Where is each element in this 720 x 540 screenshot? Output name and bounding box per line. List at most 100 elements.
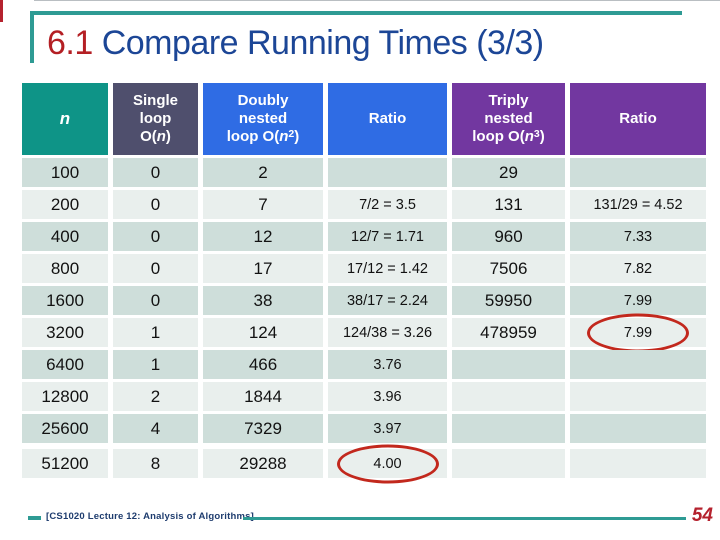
cell-ratio2: 7/2 = 3.5	[328, 190, 447, 219]
cell-doubly: 29288	[203, 449, 323, 478]
header-cell-ratio-n3: Ratio	[570, 83, 706, 155]
cell-n: 800	[22, 254, 108, 283]
cell-triply: 59950	[452, 286, 565, 315]
cell-single: 8	[113, 449, 198, 478]
header-cell-n: n	[22, 83, 108, 155]
header-cell-single-loop: Single loop O(n)	[113, 83, 198, 155]
table-row: 12800 2 1844 3.96	[22, 382, 706, 411]
cell-triply	[452, 449, 565, 478]
cell-triply	[452, 350, 565, 379]
slide-edge-artifact	[0, 0, 3, 22]
cell-single: 0	[113, 254, 198, 283]
table-row: 6400 1 466 3.76	[22, 350, 706, 379]
cell-doubly: 1844	[203, 382, 323, 411]
header-line: nested	[484, 109, 533, 127]
cell-ratio3	[570, 382, 706, 411]
cell-doubly: 124	[203, 318, 323, 347]
cell-triply	[452, 414, 565, 443]
table-row: 100 0 2 29	[22, 158, 706, 187]
cell-n: 12800	[22, 382, 108, 411]
cell-ratio3	[570, 350, 706, 379]
cell-ratio2	[328, 158, 447, 187]
table-row: 25600 4 7329 3.97	[22, 414, 706, 443]
cell-n: 400	[22, 222, 108, 251]
header-formula: O(n)	[140, 128, 171, 146]
footer-course-label: [CS1020 Lecture 12: Analysis of Algorith…	[46, 511, 254, 522]
cell-ratio3: 7.33	[570, 222, 706, 251]
header-line: Single	[132, 91, 178, 109]
cell-doubly: 466	[203, 350, 323, 379]
table-row: 51200 8 29288 4.00	[22, 444, 706, 483]
cell-ratio2: 3.96	[328, 382, 447, 411]
page-number: 54	[691, 505, 713, 526]
cell-single: 0	[113, 190, 198, 219]
cell-ratio2: 4.00	[328, 444, 447, 483]
cell-ratio2: 3.76	[328, 350, 447, 379]
cell-n: 3200	[22, 318, 108, 347]
header-cell-ratio-n2: Ratio	[328, 83, 447, 155]
cell-single: 0	[113, 222, 198, 251]
cell-ratio2: 38/17 = 2.24	[328, 286, 447, 315]
top-hairline	[34, 0, 720, 1]
header-line: Doubly	[237, 91, 289, 109]
table-header-row: n Single loop O(n) Doubly nested loop O(…	[22, 83, 706, 155]
cell-ratio3: 7.99	[570, 286, 706, 315]
header-cell-triply-nested: Triply nested loop O(n3)	[452, 83, 565, 155]
cell-doubly: 7329	[203, 414, 323, 443]
cell-doubly: 38	[203, 286, 323, 315]
cell-ratio3	[570, 158, 706, 187]
table-row: 200 0 7 7/2 = 3.5 131 131/29 = 4.52	[22, 190, 706, 219]
table-row: 800 0 17 17/12 = 1.42 7506 7.82	[22, 254, 706, 283]
cell-ratio2: 3.97	[328, 414, 447, 443]
table-row: 400 0 12 12/7 = 1.71 960 7.33	[22, 222, 706, 251]
header-line: Ratio	[368, 109, 407, 127]
header-formula: loop O(n3)	[472, 128, 545, 146]
cell-n: 25600	[22, 414, 108, 443]
cell-doubly: 12	[203, 222, 323, 251]
cell-ratio2: 12/7 = 1.71	[328, 222, 447, 251]
title-rule-horizontal	[30, 11, 682, 15]
cell-ratio3	[570, 449, 706, 478]
cell-single: 1	[113, 318, 198, 347]
table-row: 1600 0 38 38/17 = 2.24 59950 7.99	[22, 286, 706, 315]
cell-ratio3	[570, 414, 706, 443]
cell-ratio3: 7.82	[570, 254, 706, 283]
header-line: nested	[238, 109, 288, 127]
header-formula: loop O(n2)	[226, 128, 300, 146]
cell-ratio2: 17/12 = 1.42	[328, 254, 447, 283]
cell-single: 0	[113, 158, 198, 187]
page-title: 6.1 Compare Running Times (3/3)	[47, 24, 544, 63]
cell-n: 1600	[22, 286, 108, 315]
cell-ratio2: 124/38 = 3.26	[328, 318, 447, 347]
cell-triply	[452, 382, 565, 411]
cell-triply: 478959	[452, 318, 565, 347]
header-line: loop	[139, 109, 172, 127]
footer-rule	[243, 517, 686, 520]
footer-dash	[28, 516, 41, 520]
title-rule-vertical	[30, 11, 34, 63]
cell-n: 6400	[22, 350, 108, 379]
cell-triply: 960	[452, 222, 565, 251]
title-section-number: 6.1	[47, 24, 93, 62]
cell-single: 4	[113, 414, 198, 443]
table-row: 3200 1 124 124/38 = 3.26 478959 7.99	[22, 313, 706, 352]
header-cell-doubly-nested: Doubly nested loop O(n2)	[203, 83, 323, 155]
var-n: n	[59, 108, 71, 128]
cell-single: 1	[113, 350, 198, 379]
cell-doubly: 7	[203, 190, 323, 219]
cell-doubly: 17	[203, 254, 323, 283]
cell-n: 100	[22, 158, 108, 187]
cell-ratio3: 7.99	[570, 313, 706, 352]
running-times-table: n Single loop O(n) Doubly nested loop O(…	[22, 83, 706, 483]
cell-doubly: 2	[203, 158, 323, 187]
cell-ratio3: 131/29 = 4.52	[570, 190, 706, 219]
cell-triply: 131	[452, 190, 565, 219]
title-text: Compare Running Times (3/3)	[92, 24, 544, 62]
cell-n: 51200	[22, 449, 108, 478]
header-line: Ratio	[619, 109, 657, 127]
cell-triply: 7506	[452, 254, 565, 283]
cell-single: 2	[113, 382, 198, 411]
cell-triply: 29	[452, 158, 565, 187]
cell-single: 0	[113, 286, 198, 315]
